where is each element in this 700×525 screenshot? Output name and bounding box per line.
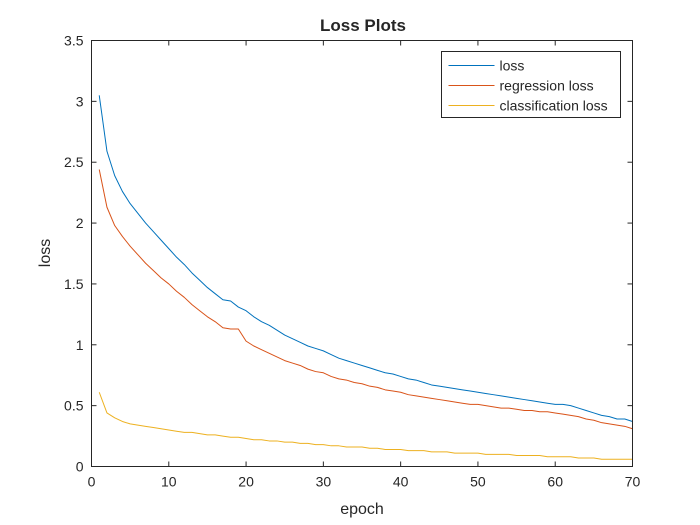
chart-title: Loss Plots bbox=[320, 16, 406, 35]
x-tick-label: 20 bbox=[238, 474, 254, 490]
series-line-regression-loss bbox=[98, 169, 633, 430]
legend-label-regression-loss: regression loss bbox=[500, 78, 594, 94]
y-tick-label: 1.5 bbox=[64, 276, 84, 292]
series-line-loss bbox=[98, 95, 633, 422]
x-tick-label: 40 bbox=[393, 474, 409, 490]
legend-label-loss: loss bbox=[500, 58, 525, 74]
legend-box bbox=[441, 51, 621, 118]
x-tick-label: 0 bbox=[88, 474, 96, 490]
legend-label-classification-loss: classification loss bbox=[500, 98, 608, 114]
y-tick-label: 3.5 bbox=[64, 33, 84, 49]
series-line-classification-loss bbox=[98, 392, 633, 460]
x-tick-label: 50 bbox=[470, 474, 486, 490]
y-tick-label: 0.5 bbox=[64, 398, 84, 414]
y-tick-label: 3 bbox=[76, 93, 84, 109]
y-tick-label: 2.5 bbox=[64, 154, 84, 170]
x-axis-label: epoch bbox=[340, 501, 384, 518]
ticks-layer: 0 10 20 30 40 50 60 70 0 0.5 1 1.5 2 2.5 3 3.5 bbox=[64, 33, 640, 490]
axes-box bbox=[91, 40, 633, 467]
y-axis-label: loss bbox=[37, 239, 54, 267]
x-tick-label: 30 bbox=[316, 474, 332, 490]
y-tick-label: 2 bbox=[76, 215, 84, 231]
x-tick-label: 70 bbox=[625, 474, 641, 490]
y-tick-label: 1 bbox=[76, 337, 84, 353]
y-tick-label: 0 bbox=[76, 459, 84, 475]
x-tick-label: 60 bbox=[547, 474, 563, 490]
legend: loss regression loss classification loss bbox=[441, 51, 621, 118]
series-layer bbox=[98, 95, 633, 460]
x-tick-label: 10 bbox=[161, 474, 177, 490]
